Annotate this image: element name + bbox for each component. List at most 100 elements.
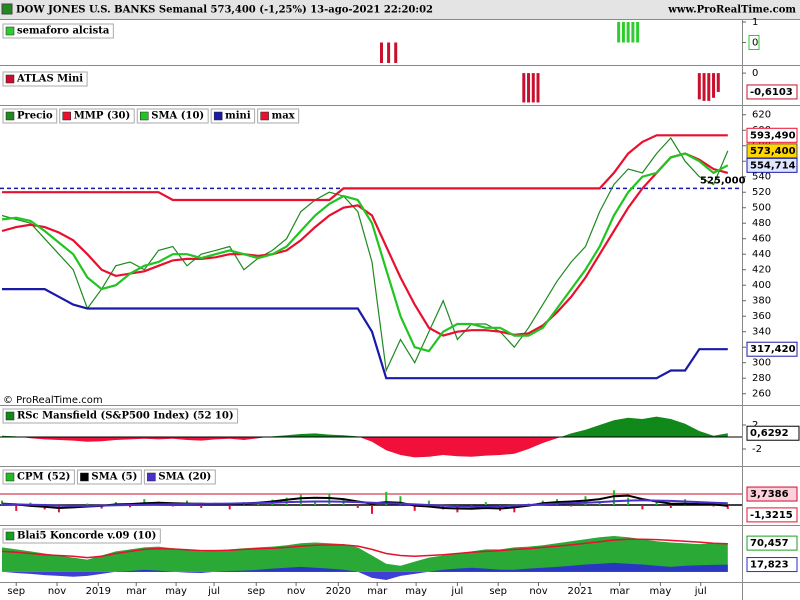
signal-bar: [379, 42, 383, 63]
value-box-label: 17,823: [750, 560, 789, 571]
y-tick-label: 400: [752, 280, 771, 291]
y-tick-label: 520: [752, 187, 771, 198]
signal-bar: [621, 22, 625, 43]
histogram-bar: [328, 493, 331, 506]
histogram-bar: [612, 490, 615, 506]
y-tick-label: 2: [752, 420, 758, 431]
header-title: DOW JONES U.S. BANKS Semanal 573,400 (-1…: [16, 5, 433, 16]
histogram-bar: [726, 505, 729, 509]
value-box-label: -0,6103: [750, 87, 793, 98]
y-tick-label: 260: [752, 389, 771, 400]
histogram-bar: [385, 491, 388, 506]
x-tick-label: sep: [7, 586, 25, 597]
legend-label: Blai5 Koncorde v.09 (10): [17, 531, 156, 542]
legend-swatch: [213, 111, 223, 121]
histogram-bar: [655, 502, 658, 506]
legend-box: [143, 469, 216, 485]
legend-label: SMA (10): [151, 111, 204, 122]
series-line: [2, 134, 728, 202]
x-tick-label: jul: [694, 586, 707, 597]
x-tick-label: mar: [367, 586, 388, 597]
y-tick-label: 620: [752, 110, 771, 121]
value-box: [746, 341, 798, 357]
legend-label: Precio: [17, 111, 53, 122]
legend-swatch: [5, 472, 15, 482]
legend-label: ATLAS Mini: [16, 74, 83, 85]
value-box-label: 573,400: [750, 146, 796, 157]
legend-box: [2, 528, 161, 544]
series-line: [2, 288, 728, 380]
histogram-bar: [399, 496, 402, 506]
x-tick-label: may: [405, 586, 427, 597]
value-box: [746, 486, 798, 502]
legend-label: max: [272, 111, 296, 122]
legend-swatch: [5, 411, 15, 421]
signal-bar: [716, 73, 720, 92]
signal-bar: [702, 73, 706, 101]
series-line: [1, 137, 729, 373]
value-box: [746, 157, 798, 173]
value-box: [746, 84, 798, 100]
signal-bar: [527, 73, 531, 103]
legend-box: [59, 108, 135, 124]
y-tick-label: 500: [752, 203, 771, 214]
series-area: [2, 562, 728, 580]
legend-swatch: [62, 111, 71, 121]
value-box-label: 3,7386: [750, 489, 789, 500]
y-tick-label: 480: [752, 218, 771, 229]
y-tick-label: 440: [752, 249, 771, 260]
x-tick-label: sep: [489, 586, 507, 597]
x-tick-label: nov: [287, 586, 305, 597]
signal-bar: [531, 73, 535, 103]
histogram-bar: [257, 503, 260, 506]
legend-swatch: [5, 74, 15, 84]
histogram-bar: [484, 502, 487, 506]
legend-box: [2, 23, 114, 39]
histogram-bar: [129, 505, 132, 508]
histogram-bar: [143, 499, 146, 506]
value-box-label: 70,457: [750, 538, 789, 549]
legend-swatch: [5, 26, 15, 36]
value-box-label: 0,6292: [750, 428, 789, 439]
legend-box: [2, 469, 75, 485]
series-line: [1, 499, 728, 508]
value-box: [746, 425, 800, 441]
legend-box: [2, 408, 239, 424]
value-box: [746, 535, 798, 551]
legend-label: semaforo alcista: [17, 26, 110, 37]
y-tick-label: 1: [752, 17, 758, 28]
header-icon: [1, 3, 13, 15]
x-tick-label: 2020: [326, 586, 351, 597]
x-tick-label: 2019: [86, 586, 111, 597]
signal-bar: [536, 73, 540, 103]
y-tick-label: 540: [752, 172, 771, 183]
signal-bar: [617, 22, 621, 43]
y-tick-label: 460: [752, 234, 771, 245]
area-negative: [2, 437, 728, 458]
signal-bar: [522, 73, 526, 103]
value-box: [746, 127, 798, 143]
area-positive: [2, 416, 728, 437]
histogram-bar: [513, 505, 516, 513]
value-box: [746, 557, 798, 573]
x-tick-label: nov: [48, 586, 66, 597]
value-box-label: 554,714: [750, 160, 796, 171]
value-box-label: 593,490: [750, 130, 796, 141]
x-tick-label: mar: [610, 586, 631, 597]
signal-bar: [626, 22, 630, 43]
histogram-bar: [712, 505, 715, 507]
histogram-bar: [299, 494, 302, 506]
histogram-bar: [200, 505, 203, 508]
watermark: © ProRealTime.com: [3, 395, 103, 406]
signal-bar: [394, 42, 398, 63]
histogram-bar: [641, 505, 644, 510]
signal-bar: [697, 73, 701, 100]
legend-label: RSc Mansfield (S&P500 Index) (52 10): [17, 411, 234, 422]
y-tick-label: 300: [752, 358, 771, 369]
legend-label: SMA (20): [158, 472, 211, 483]
reference-label: 525,000: [700, 175, 746, 186]
legend-box: [2, 108, 58, 124]
series-line: [1, 538, 728, 559]
signal-bar: [631, 22, 635, 43]
